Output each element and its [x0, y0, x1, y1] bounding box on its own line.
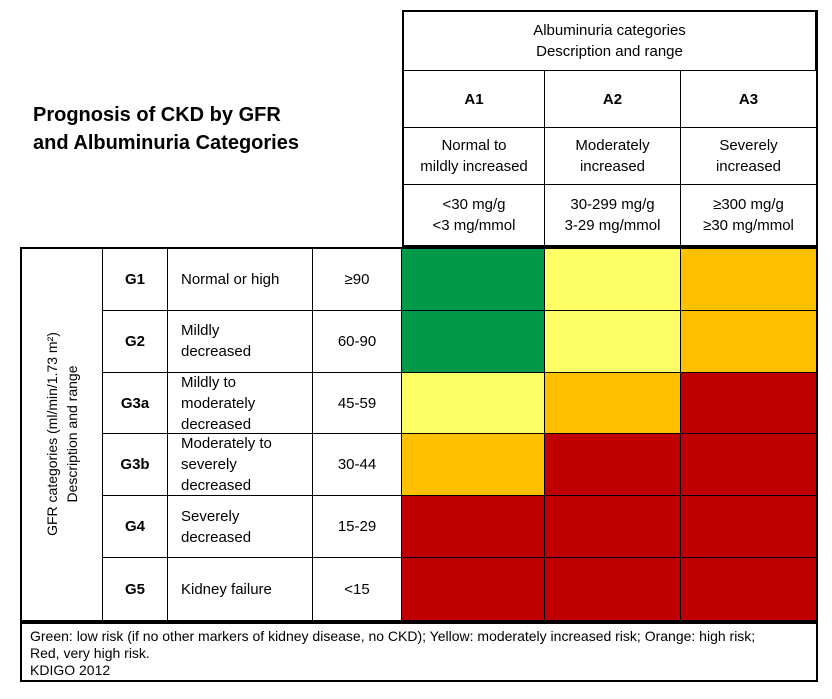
risk-cell-g4-a2: [545, 496, 681, 559]
figure-title: Prognosis of CKD by GFR and Albuminuria …: [33, 104, 299, 154]
gfr-risk-matrix-table: GFR categories (ml/min/1.73 m²) Descript…: [20, 247, 818, 622]
albuminuria-categories-header: Albuminuria categories Description and r…: [404, 12, 816, 71]
gfr-description-g2: Mildly decreased: [168, 310, 313, 373]
gfr-description-g1: Normal or high: [168, 249, 313, 311]
albuminuria-range-a1: <30 mg/g <3 mg/mmol: [404, 185, 545, 245]
gfr-code-g2: G2: [103, 310, 168, 373]
risk-cell-g1-a3: [681, 249, 816, 311]
gfr-description-g3a: Mildly to moderately decreased: [168, 372, 313, 435]
risk-cell-g3b-a2: [545, 434, 681, 497]
risk-cell-g5-a3: [681, 558, 816, 620]
gfr-description-g3b: Moderately to severely decreased: [168, 434, 313, 497]
gfr-code-g3a: G3a: [103, 372, 168, 435]
risk-cell-g3a-a1: [402, 372, 545, 435]
albuminuria-description-a1: Normal to mildly increased: [404, 128, 545, 185]
risk-cell-g4-a3: [681, 496, 816, 559]
albuminuria-header-table: Albuminuria categories Description and r…: [402, 10, 818, 247]
risk-cell-g1-a1: [402, 249, 545, 311]
albuminuria-code-a3: A3: [681, 71, 816, 128]
risk-cell-g2-a2: [545, 310, 681, 373]
risk-cell-g3b-a1: [402, 434, 545, 497]
gfr-description-g4: Severely decreased: [168, 496, 313, 559]
gfr-range-g2: 60-90: [313, 310, 402, 373]
risk-cell-g3a-a3: [681, 372, 816, 435]
gfr-description-g5: Kidney failure: [168, 558, 313, 620]
gfr-range-g4: 15-29: [313, 496, 402, 559]
risk-cell-g5-a2: [545, 558, 681, 620]
gfr-code-g5: G5: [103, 558, 168, 620]
risk-cell-g2-a1: [402, 310, 545, 373]
gfr-axis-label: GFR categories (ml/min/1.73 m²) Descript…: [22, 249, 103, 620]
risk-cell-g4-a1: [402, 496, 545, 559]
albuminuria-description-a2: Moderately increased: [545, 128, 681, 185]
albuminuria-description-a3: Severely increased: [681, 128, 816, 185]
gfr-range-g5: <15: [313, 558, 402, 620]
gfr-range-g3a: 45-59: [313, 372, 402, 435]
albuminuria-range-a3: ≥300 mg/g ≥30 mg/mmol: [703, 196, 794, 234]
gfr-code-g1: G1: [103, 249, 168, 311]
gfr-code-g3b: G3b: [103, 434, 168, 497]
albuminuria-code-a2: A2: [545, 71, 681, 128]
albuminuria-code-a1: A1: [404, 71, 545, 128]
albuminuria-range-a2: 30-299 mg/g 3-29 mg/mmol: [545, 185, 681, 245]
legend-footnote: Green: low risk (if no other markers of …: [20, 622, 818, 682]
gfr-range-g3b: 30-44: [313, 434, 402, 497]
risk-cell-g1-a2: [545, 249, 681, 311]
gfr-axis-label-text: GFR categories (ml/min/1.73 m²) Descript…: [44, 332, 81, 537]
risk-cell-g5-a1: [402, 558, 545, 620]
risk-cell-g3b-a3: [681, 434, 816, 497]
gfr-range-g1: ≥90: [313, 249, 402, 311]
risk-cell-g2-a3: [681, 310, 816, 373]
gfr-code-g4: G4: [103, 496, 168, 559]
risk-cell-g3a-a2: [545, 372, 681, 435]
